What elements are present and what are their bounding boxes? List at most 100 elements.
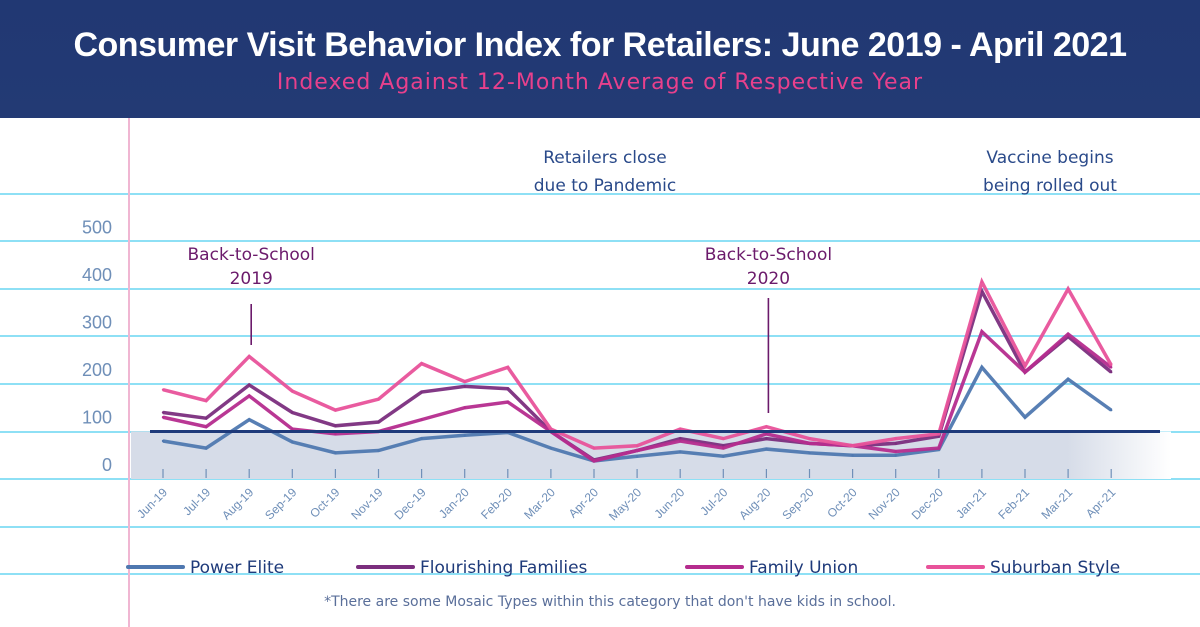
data-point (334, 424, 337, 427)
data-point (980, 366, 984, 369)
data-point (291, 440, 294, 444)
chart-title: Consumer Visit Behavior Index for Retail… (73, 26, 1127, 64)
data-point (291, 411, 294, 414)
x-tick-label: Apr-21 (1083, 485, 1119, 521)
data-point (765, 425, 768, 428)
data-point (1066, 378, 1070, 381)
data-point (161, 416, 165, 419)
data-point (248, 355, 251, 358)
data-point (334, 408, 337, 412)
data-point (722, 455, 725, 458)
data-point (851, 444, 854, 447)
annotation-text: Retailers close (543, 148, 667, 168)
x-tick-label: Nov-20 (866, 485, 903, 522)
x-tick-label: Jun-19 (134, 485, 170, 521)
data-point (679, 450, 682, 454)
y-tick-label: 300 (82, 313, 112, 333)
data-point (679, 439, 682, 443)
data-point (1110, 366, 1113, 369)
x-tick-label: Feb-20 (478, 485, 515, 522)
y-tick-label: 100 (82, 408, 112, 428)
y-tick-label: 500 (82, 218, 112, 238)
annotation-pandemic: Retailers close due to Pandemic (534, 148, 676, 196)
data-point (1023, 416, 1027, 419)
data-point (894, 442, 897, 445)
data-point (1110, 408, 1113, 412)
data-point (765, 437, 768, 440)
annotation-vaccine: Vaccine begins being rolled out (983, 148, 1117, 196)
x-tick-label: Mar-21 (1038, 485, 1075, 522)
data-point (506, 387, 509, 390)
annotation-text: being rolled out (983, 176, 1117, 196)
annotation-text: Back-to-School (188, 245, 315, 265)
annotation-text: Back-to-School (705, 245, 832, 265)
data-point (420, 437, 423, 440)
data-point (549, 427, 553, 431)
data-point (1023, 364, 1027, 368)
y-tick-label: 0 (102, 455, 112, 475)
data-point (161, 388, 165, 391)
data-point (463, 385, 466, 388)
data-point (722, 446, 725, 450)
data-point (1110, 363, 1113, 367)
legend-item-suburban-style: Suburban Style (926, 558, 1120, 578)
data-point (679, 437, 682, 440)
x-tick-label: Sep-19 (262, 485, 299, 522)
annotation-text: 2020 (747, 269, 790, 289)
data-point (808, 451, 811, 455)
data-point (635, 444, 639, 447)
x-tick-label: Apr-20 (566, 485, 602, 521)
data-point (334, 432, 337, 436)
data-point (894, 437, 897, 440)
data-point (420, 418, 423, 421)
x-tick-label: Aug-19 (219, 485, 256, 522)
x-tick-label: Jan-20 (436, 485, 472, 521)
data-point (894, 454, 897, 457)
annotation-bts-2020: Back-to-School 2020 (705, 245, 832, 413)
data-point (808, 442, 811, 445)
data-point (894, 450, 897, 453)
annotation-text: 2019 (230, 269, 273, 289)
x-tick-label: May-20 (606, 485, 644, 523)
data-point (1023, 370, 1027, 374)
data-point (377, 398, 380, 401)
x-tick-label: Jun-20 (651, 485, 687, 521)
footnote: *There are some Mosaic Types within this… (324, 594, 896, 610)
data-point (420, 362, 423, 365)
x-tick-label: Nov-19 (348, 485, 385, 522)
data-point (549, 446, 553, 450)
data-point (765, 432, 768, 436)
data-point (592, 459, 596, 463)
data-point (420, 390, 423, 394)
data-point (1110, 370, 1113, 374)
data-point (204, 446, 208, 450)
legend: Power Elite Flourishing Families Family Un… (126, 558, 1120, 578)
data-point (937, 432, 940, 436)
data-point (635, 449, 639, 452)
x-tick-label: Jul-19 (180, 485, 213, 518)
data-point (204, 425, 208, 428)
header-banner: Consumer Visit Behavior Index for Retail… (0, 0, 1200, 118)
data-point (937, 446, 940, 450)
legend-label: Flourishing Families (420, 558, 588, 578)
data-point (851, 454, 854, 457)
annotation-bts-2019: Back-to-School 2019 (188, 245, 315, 345)
x-tick-label: Dec-20 (909, 485, 946, 522)
x-tick-label: Oct-19 (307, 485, 343, 521)
data-point (1066, 332, 1070, 336)
gridlines (0, 193, 1200, 575)
data-point (592, 446, 596, 450)
data-point (506, 400, 509, 404)
data-point (248, 394, 251, 398)
data-point (204, 399, 208, 402)
data-point (808, 437, 811, 440)
data-point (377, 420, 380, 424)
data-point (334, 451, 337, 455)
data-point (980, 290, 984, 293)
data-point (980, 280, 984, 284)
data-point (463, 434, 466, 437)
data-point (248, 418, 251, 421)
x-tick-label: Aug-20 (736, 485, 773, 522)
y-tick-label: 200 (82, 360, 112, 380)
